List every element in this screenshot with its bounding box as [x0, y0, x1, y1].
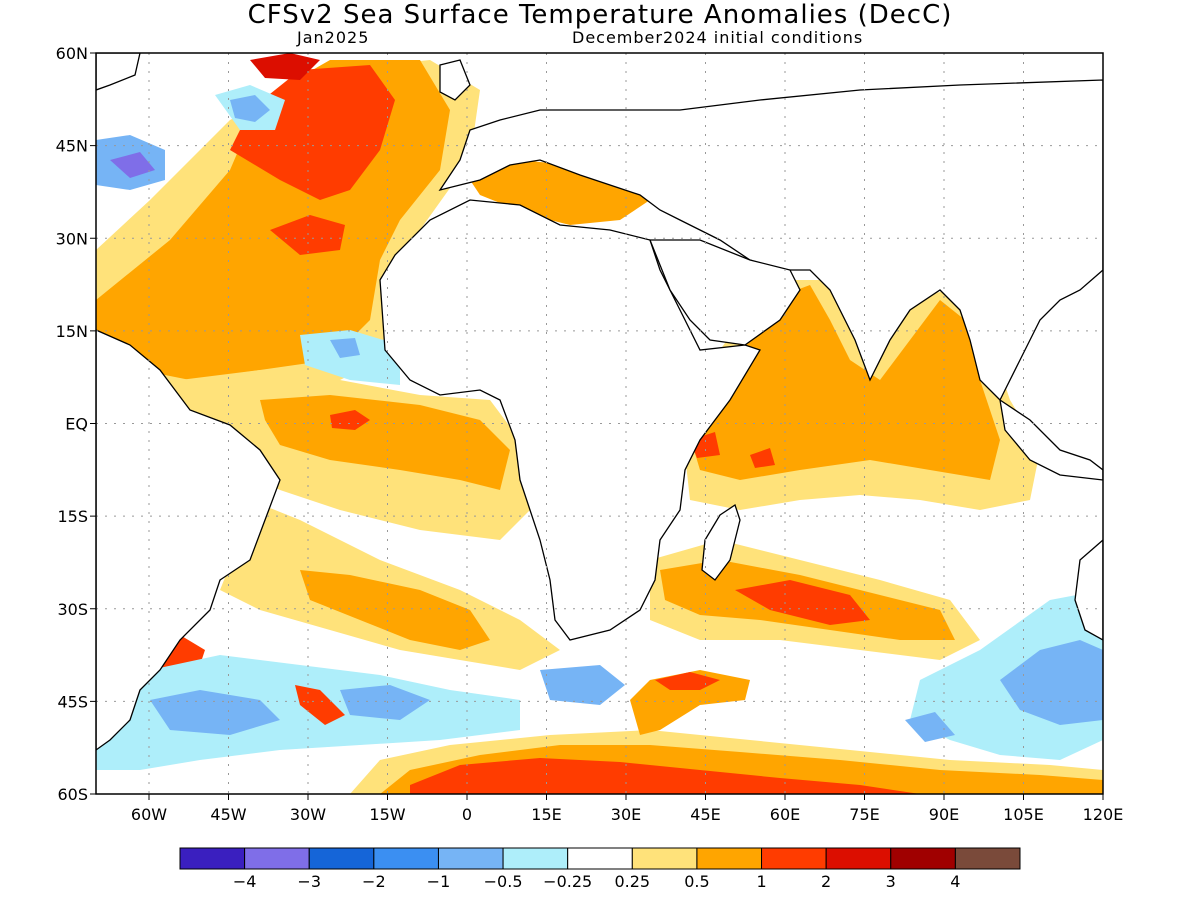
greenland-iberia-landmass — [96, 53, 141, 91]
indian-strong-warm-2 — [750, 448, 775, 468]
colorbar-label: 0.5 — [684, 872, 709, 891]
colorbar-label: −2 — [362, 872, 386, 891]
tropical-atlantic-strong-warm — [330, 410, 370, 430]
australia-landmass — [1074, 539, 1103, 641]
lon-label: 0 — [462, 805, 472, 824]
colorbar-label: 3 — [886, 872, 896, 891]
lat-label: 30N — [56, 229, 88, 248]
lon-label: 105E — [1003, 805, 1044, 824]
colorbar-swatch — [567, 847, 633, 870]
colorbar-swatch — [244, 847, 310, 870]
colorbar-swatch — [308, 847, 375, 870]
agulhas-strong — [655, 672, 720, 690]
lon-label: 30E — [611, 805, 641, 824]
uk-landmass — [439, 59, 471, 101]
colorbar-label: −0.5 — [484, 872, 523, 891]
lon-label: 75E — [849, 805, 879, 824]
colorbar — [179, 847, 1021, 870]
lat-label: 45N — [56, 137, 88, 156]
continents — [96, 53, 1103, 751]
tropical-atlantic-warm — [260, 395, 510, 490]
lon-label: 30W — [290, 805, 326, 824]
indonesia-landmass — [999, 398, 1103, 481]
colorbar-swatch — [631, 847, 698, 870]
colorbar-swatch — [954, 847, 1021, 870]
south-indian-cool — [540, 665, 625, 705]
indian-warm — [685, 285, 1000, 480]
lat-label: 15S — [57, 507, 88, 526]
labrador-strong-cool — [110, 152, 155, 178]
lat-label: 60N — [56, 44, 88, 63]
colorbar-label: −0.25 — [543, 872, 592, 891]
colorbar-swatch — [373, 847, 439, 870]
south-atlantic-cool-band — [96, 655, 520, 770]
south-indian-strong-warm — [735, 580, 870, 625]
colorbar-label: −1 — [427, 872, 451, 891]
north-atlantic-strong-warm-2 — [270, 215, 345, 255]
forecast-month: Jan2025 — [297, 28, 370, 47]
arabia-landmass — [649, 239, 801, 346]
lat-label: EQ — [65, 415, 88, 434]
lat-label: 15N — [56, 322, 88, 341]
colorbar-swatch — [761, 847, 827, 870]
colorbar-labels: −4 −3 −2 −1 −0.5 −0.25 0.25 0.5 1 2 3 4 — [233, 872, 961, 891]
lon-label: 60E — [770, 805, 800, 824]
lat-label: 30S — [57, 600, 88, 619]
guinea-cool-2 — [330, 338, 360, 358]
colorbar-swatch — [437, 847, 504, 870]
colorbar-label: −3 — [297, 872, 321, 891]
lat-label: 45S — [57, 692, 88, 711]
latitude-labels: 60N 45N 30N 15N EQ 15S 30S 45S 60S — [56, 44, 88, 804]
east-indian-cool-core — [1000, 640, 1103, 725]
agulhas-warm — [630, 670, 750, 735]
guinea-cool — [300, 330, 400, 385]
colorbar-swatch — [696, 847, 763, 870]
axis-ticks — [90, 52, 1104, 800]
colorbar-swatch — [825, 847, 892, 870]
colorbar-label: 1 — [756, 872, 766, 891]
colorbar-label: 2 — [821, 872, 831, 891]
lon-label: 45W — [210, 805, 246, 824]
lon-label: 15E — [531, 805, 561, 824]
south-atlantic-strong-patch — [295, 685, 345, 725]
colorbar-swatch — [502, 847, 569, 870]
colorbar-label: 4 — [950, 872, 960, 891]
lon-label: 60W — [131, 805, 167, 824]
colorbar-swatch — [890, 847, 956, 870]
colorbar-label: 0.25 — [614, 872, 650, 891]
europe-asia-landmass — [438, 79, 1103, 402]
lon-label: 120E — [1083, 805, 1124, 824]
madagascar-landmass — [701, 503, 741, 581]
north-cool-patch-2 — [230, 95, 270, 122]
colorbar-label: −4 — [233, 872, 257, 891]
longitude-labels: 60W 45W 30W 15W 0 15E 30E 45E 60E 75E 90E 105E 120E — [131, 805, 1123, 824]
map-title: CFSv2 Sea Surface Temperature Anomalies … — [247, 0, 953, 30]
lon-label: 15W — [369, 805, 405, 824]
north-atlantic-dark-warm — [250, 53, 320, 80]
initial-conditions-label: December2024 initial conditions — [572, 28, 864, 47]
gridlines — [96, 53, 1103, 794]
south-atlantic-cool-core-2 — [340, 685, 430, 720]
south-atlantic-cool-core — [150, 690, 280, 735]
africa-landmass — [379, 199, 761, 641]
lat-label: 60S — [57, 785, 88, 804]
colorbar-swatch — [179, 847, 246, 870]
south-america-landmass — [96, 329, 281, 751]
lon-label: 45E — [690, 805, 720, 824]
east-indian-cool-core-2 — [905, 712, 955, 742]
lon-label: 90E — [929, 805, 959, 824]
south-atlantic-warm — [300, 570, 490, 650]
southern-ocean-strong-warm — [410, 758, 920, 794]
